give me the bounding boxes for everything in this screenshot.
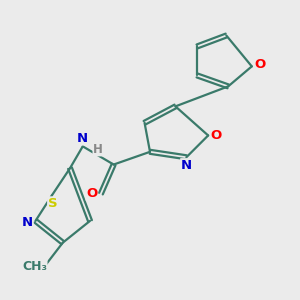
Text: O: O bbox=[86, 187, 98, 200]
Text: N: N bbox=[22, 216, 33, 229]
Text: O: O bbox=[254, 58, 266, 71]
Text: N: N bbox=[181, 159, 192, 172]
Text: S: S bbox=[48, 197, 57, 210]
Text: H: H bbox=[93, 143, 103, 156]
Text: CH₃: CH₃ bbox=[22, 260, 47, 273]
Text: N: N bbox=[77, 132, 88, 145]
Text: O: O bbox=[211, 129, 222, 142]
